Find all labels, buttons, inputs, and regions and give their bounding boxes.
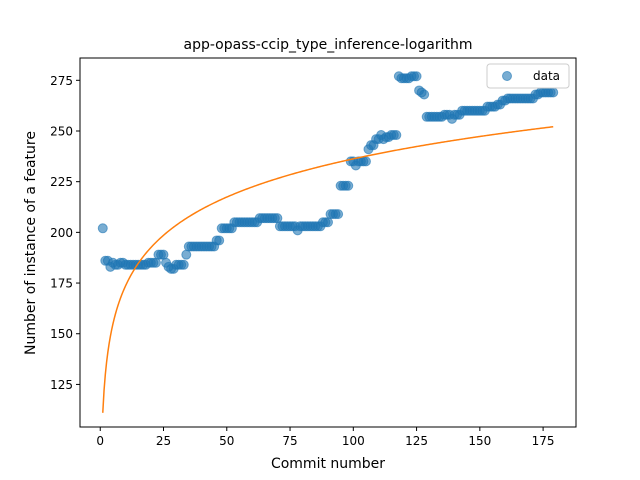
chart-title: app-opass-ccip_type_inference-logarithm — [184, 37, 473, 53]
data-point — [419, 89, 430, 100]
data-point — [178, 259, 189, 270]
y-tick-label: 225 — [50, 175, 73, 189]
x-tick-label: 150 — [468, 434, 491, 448]
x-tick-label: 175 — [532, 434, 555, 448]
legend-box — [486, 63, 570, 89]
x-tick-label: 100 — [342, 434, 365, 448]
x-tick-label: 25 — [156, 434, 171, 448]
y-tick-label: 150 — [50, 327, 73, 341]
y-tick-label: 125 — [50, 378, 73, 392]
y-axis-label: Number of instance of a feature — [23, 131, 39, 355]
x-tick-label: 0 — [96, 434, 104, 448]
data-point — [548, 87, 559, 98]
data-point — [343, 180, 354, 191]
axes-frame — [79, 57, 577, 428]
y-axis: 125 150 175 200 225 250 275 — [50, 74, 80, 392]
x-axis: 0 25 50 75 100 125 150 175 — [96, 427, 555, 448]
x-tick-label: 50 — [219, 434, 234, 448]
legend: data — [486, 63, 570, 89]
data-point — [360, 156, 371, 167]
y-tick-label: 250 — [50, 124, 73, 138]
x-tick-label: 125 — [405, 434, 428, 448]
y-tick-label: 175 — [50, 277, 73, 291]
x-axis-label: Commit number — [271, 456, 385, 472]
y-tick-label: 275 — [50, 74, 73, 88]
x-tick-label: 75 — [282, 434, 297, 448]
legend-marker-data — [502, 71, 512, 81]
plot-area — [97, 71, 559, 413]
data-point — [214, 235, 225, 246]
data-point — [391, 130, 402, 141]
legend-label-data: data — [533, 69, 560, 83]
data-point — [97, 223, 108, 234]
y-tick-label: 200 — [50, 226, 73, 240]
fit-line — [102, 125, 554, 413]
data-point — [333, 209, 344, 220]
data-point — [411, 71, 422, 82]
